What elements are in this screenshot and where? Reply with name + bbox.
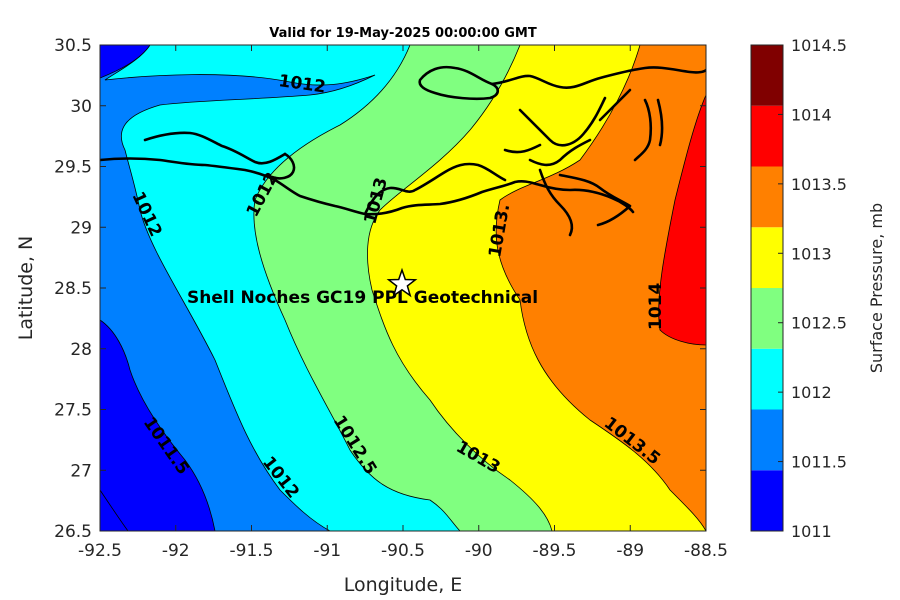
x-axis: -92.5 -92 -91.5 -91 -90.5 -90 -89.5 -89 … <box>78 45 728 596</box>
y-tick-label: 30.5 <box>54 36 92 56</box>
x-tick-label: -91.5 <box>230 541 274 561</box>
y-tick-label: 27.5 <box>54 401 92 421</box>
colorbar-band <box>751 45 783 106</box>
y-tick-label: 26.5 <box>54 522 92 542</box>
contour-field: 1012 1012 1012 1013 1013. 1014 1011.5 10… <box>100 45 706 531</box>
x-tick-label: -89.5 <box>533 541 577 561</box>
x-tick-label: -89 <box>616 541 644 561</box>
y-tick-label: 28 <box>70 340 92 360</box>
band-1014 <box>658 94 706 346</box>
x-tick-label: -88.5 <box>684 541 728 561</box>
band-1011 <box>100 319 216 531</box>
y-tick-label: 28.5 <box>54 279 92 299</box>
colorbar-band <box>751 470 783 531</box>
y-axis: 30.5 30 29.5 29 28.5 28 27.5 27 26.5 Lat… <box>15 36 706 542</box>
band-1011-5 <box>100 45 376 531</box>
x-tick-label: -91 <box>313 541 341 561</box>
y-tick-label: 30 <box>70 97 92 117</box>
colorbar-frame <box>750 44 784 532</box>
colorbar-tick-label: 1014 <box>791 105 832 124</box>
y-axis-label: Latitude, N <box>15 236 37 341</box>
x-tick-label: -90.5 <box>381 541 425 561</box>
site-label: Shell Noches GC19 PPL Geotechnical <box>187 288 538 308</box>
star-icon <box>386 267 418 298</box>
colorbar-band <box>751 227 783 288</box>
y-tick-label: 29 <box>70 218 92 238</box>
contour-1011-minor <box>100 489 129 531</box>
colorbar-tick-label: 1011 <box>791 522 832 541</box>
y-tick-label: 27 <box>70 461 92 481</box>
x-tick-label: -92 <box>162 541 190 561</box>
colorbar-band <box>751 105 783 167</box>
colorbar-tick-label: 1013 <box>791 244 832 263</box>
x-tick-label: -92.5 <box>78 541 122 561</box>
y-tick-label: 29.5 <box>54 158 92 178</box>
colorbar-tick-label: 1011.5 <box>791 453 847 472</box>
contour-label-1014: 1014 <box>646 283 666 330</box>
map-title: Valid for 19-May-2025 00:00:00 GMT <box>269 26 537 41</box>
colorbar-band <box>751 166 783 228</box>
colorbar-band <box>751 288 783 349</box>
colorbar-band <box>751 348 783 410</box>
colorbar: 1014.5 1014 1013.5 1013 1012.5 1012 1011.5 1011… <box>750 36 886 541</box>
colorbar-tick-label: 1013.5 <box>791 175 847 194</box>
coastline <box>100 65 706 237</box>
x-axis-label: Longitude, E <box>344 574 463 596</box>
colorbar-tick-label: 1014.5 <box>791 36 847 55</box>
colorbar-band <box>751 409 783 471</box>
colorbar-tick-label: 1012.5 <box>791 314 847 333</box>
colorbar-tick-label: 1012 <box>791 383 832 402</box>
x-tick-label: -90 <box>465 541 493 561</box>
colorbar-label: Surface Pressure, mb <box>867 203 886 373</box>
